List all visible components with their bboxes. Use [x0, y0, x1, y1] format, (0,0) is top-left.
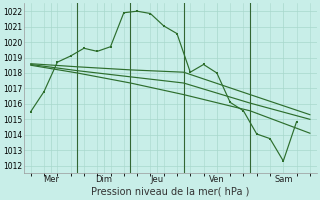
- X-axis label: Pression niveau de la mer( hPa ): Pression niveau de la mer( hPa ): [91, 187, 250, 197]
